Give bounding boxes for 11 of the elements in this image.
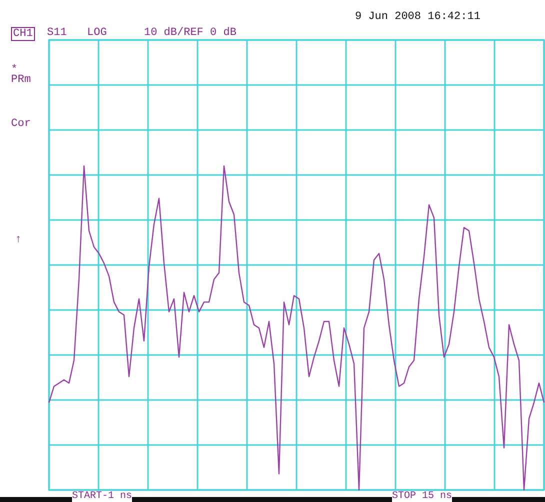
text: ↑ [15, 234, 22, 246]
text: START-1 ns [72, 491, 132, 502]
text: PRm [11, 74, 31, 86]
text: * [11, 64, 18, 76]
text: STOP 15 ns [392, 491, 452, 502]
text: S11 [47, 27, 67, 39]
text: 10 dB/REF 0 dB [144, 27, 236, 39]
text: LOG [87, 27, 107, 39]
text: 9 Jun 2008 16:42:11 [355, 11, 480, 23]
text: CH1 [11, 27, 35, 41]
text: Cor [11, 118, 31, 130]
